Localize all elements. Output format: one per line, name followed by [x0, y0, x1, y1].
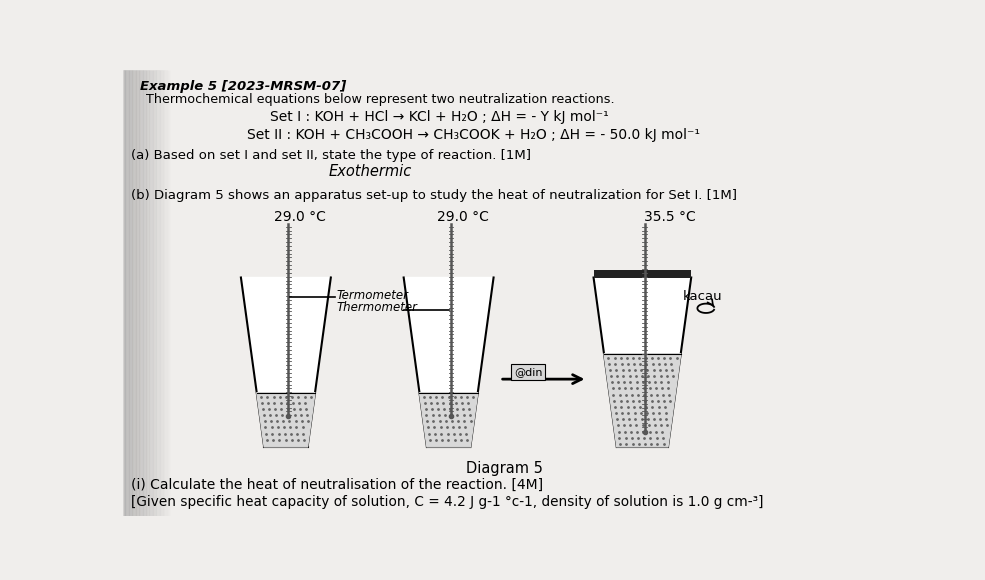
Polygon shape — [594, 277, 691, 447]
Polygon shape — [257, 393, 315, 447]
Bar — [594, 270, 691, 277]
Text: Set I : KOH + HCl → KCl + H₂O ; ΔH = - Y kJ mol⁻¹: Set I : KOH + HCl → KCl + H₂O ; ΔH = - Y… — [270, 110, 609, 124]
Text: Termometer: Termometer — [336, 289, 408, 302]
Text: Diagram 5: Diagram 5 — [466, 461, 543, 476]
Text: 35.5 °C: 35.5 °C — [644, 210, 695, 224]
Text: Exothermic: Exothermic — [329, 164, 412, 179]
Text: Example 5 [2023-MRSM-07]: Example 5 [2023-MRSM-07] — [140, 81, 347, 93]
Text: 29.0 °C: 29.0 °C — [437, 210, 489, 224]
Text: Thermometer: Thermometer — [336, 301, 418, 314]
Polygon shape — [604, 354, 681, 447]
Polygon shape — [241, 277, 331, 447]
Text: Set II : KOH + CH₃COOH → CH₃COOK + H₂O ; ΔH = - 50.0 kJ mol⁻¹: Set II : KOH + CH₃COOH → CH₃COOK + H₂O ;… — [247, 128, 700, 142]
Text: kacau: kacau — [683, 290, 722, 303]
Text: Thermochemical equations below represent two neutralization reactions.: Thermochemical equations below represent… — [147, 93, 615, 106]
Text: (b) Diagram 5 shows an apparatus set-up to study the heat of neutralization for : (b) Diagram 5 shows an apparatus set-up … — [131, 189, 737, 202]
Text: 29.0 °C: 29.0 °C — [274, 210, 326, 224]
Text: [Given specific heat capacity of solution, C = 4.2 J g-1 °c-1, density of soluti: [Given specific heat capacity of solutio… — [131, 495, 763, 509]
Polygon shape — [420, 393, 478, 447]
Text: (a) Based on set I and set II, state the type of reaction. [1M]: (a) Based on set I and set II, state the… — [131, 149, 531, 162]
Polygon shape — [404, 277, 493, 447]
Text: (i) Calculate the heat of neutralisation of the reaction. [4M]: (i) Calculate the heat of neutralisation… — [131, 478, 543, 492]
Text: @din: @din — [514, 367, 543, 377]
